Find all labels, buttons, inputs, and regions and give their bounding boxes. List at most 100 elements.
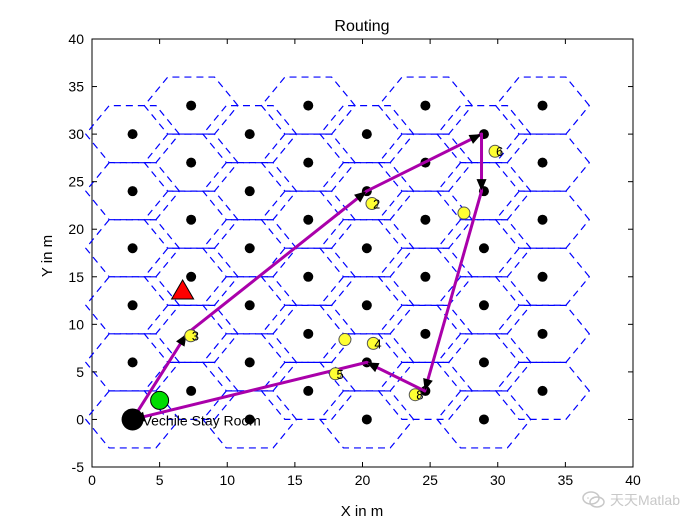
hex-cell	[319, 105, 415, 164]
start-point	[150, 390, 170, 410]
y-tick-label: 40	[68, 31, 84, 47]
cell-center-point	[420, 328, 431, 339]
y-tick-label: 20	[68, 221, 84, 237]
cell-center-point	[186, 271, 197, 282]
cell-center-point	[420, 100, 431, 111]
cell-center-point	[537, 214, 548, 225]
x-tick-label: 40	[625, 472, 641, 488]
cell-center-point	[303, 157, 314, 168]
home-station-point	[121, 408, 144, 431]
cell-center-point	[537, 328, 548, 339]
sensor-point-label: 2	[373, 197, 380, 212]
y-tick-label: 35	[68, 79, 84, 95]
x-axis-label: X in m	[341, 503, 384, 520]
cell-center-point	[244, 414, 255, 425]
plot-layer: 3 2 6 4 5 8 Vechile Stay Room	[85, 38, 634, 468]
route-segment	[131, 332, 189, 421]
y-tick-label: -5	[72, 459, 85, 475]
sensor-point	[184, 329, 198, 343]
route-arrowhead	[468, 134, 482, 144]
y-tick-label: 10	[68, 316, 84, 332]
hex-cell	[202, 105, 298, 164]
cell-center-point	[127, 243, 138, 254]
cell-center-point	[244, 243, 255, 254]
cell-center-point	[420, 214, 431, 225]
x-tick-label: 15	[287, 472, 303, 488]
x-tick-label: 20	[355, 472, 371, 488]
cell-center-point	[361, 243, 372, 254]
home-station-label: Vechile Stay Room	[143, 412, 261, 428]
cell-center-point	[244, 186, 255, 197]
watermark: 天天Matlab	[582, 490, 680, 510]
cell-center-point	[537, 100, 548, 111]
hex-cell	[85, 105, 181, 164]
y-tick-label: 25	[68, 174, 84, 190]
sensor-point	[488, 144, 502, 158]
x-tick-group: 0 5 10 15 20 25 30 35 40	[88, 39, 641, 488]
route-segment	[365, 132, 484, 193]
route-segment	[131, 360, 369, 421]
cell-center-point	[186, 100, 197, 111]
hex-cell	[260, 76, 356, 135]
x-tick-label: 25	[422, 472, 438, 488]
x-tick-label: 0	[88, 472, 96, 488]
cell-center-point	[478, 357, 489, 368]
hex-cell	[436, 105, 532, 164]
x-tick-label: 10	[219, 472, 235, 488]
cell-center-point	[127, 357, 138, 368]
chat-bubble-icon	[582, 491, 605, 508]
cell-center-point	[537, 271, 548, 282]
sensor-point-label: 4	[374, 336, 381, 351]
cell-center-point	[478, 300, 489, 311]
x-tick-label: 5	[156, 472, 164, 488]
sensor-point	[365, 197, 379, 211]
cell-center-point	[478, 243, 489, 254]
sensor-point-label: 5	[336, 367, 343, 382]
route-arrowhead	[366, 362, 380, 373]
cell-center-point	[127, 129, 138, 140]
sensor-point	[366, 336, 380, 350]
cell-center-point	[420, 271, 431, 282]
x-tick-label: 30	[490, 472, 506, 488]
cell-center-point	[303, 100, 314, 111]
sensor-point	[457, 206, 471, 220]
hex-grid	[85, 76, 591, 449]
y-tick-label: 0	[76, 411, 84, 427]
route-arrowhead	[354, 191, 367, 203]
cell-center-point	[303, 328, 314, 339]
cell-center-point	[361, 414, 372, 425]
cell-center-point	[244, 300, 255, 311]
route-arrowhead	[423, 378, 433, 391]
route-arrowhead	[476, 179, 487, 192]
sensor-point	[408, 388, 422, 402]
cell-center-point	[127, 186, 138, 197]
cell-center-point	[537, 157, 548, 168]
cell-center-point	[303, 271, 314, 282]
points-layer: 3 2 6 4 5 8 Vechile Stay Room	[121, 144, 503, 431]
cell-center-point	[361, 129, 372, 140]
cell-center-point	[186, 385, 197, 396]
sensor-point-label: 3	[192, 329, 199, 344]
cell-center-point	[361, 300, 372, 311]
route-arrowhead	[176, 333, 187, 347]
cell-center-point	[537, 385, 548, 396]
chart-title: Routing	[334, 18, 389, 35]
cell-center-point	[303, 385, 314, 396]
cell-center-point	[127, 300, 138, 311]
hex-cell	[143, 76, 239, 135]
y-tick-label: 30	[68, 126, 84, 142]
cell-center-point	[244, 357, 255, 368]
cell-center-point	[186, 157, 197, 168]
sensor-point-label: 8	[416, 388, 423, 403]
cell-center-point	[303, 214, 314, 225]
route-segment	[185, 189, 369, 336]
y-axis-label: Y in m	[39, 235, 56, 277]
hex-cell	[377, 76, 473, 135]
sensor-point-label: 6	[496, 144, 503, 159]
cell-center-point	[478, 414, 489, 425]
hex-cell	[494, 76, 591, 135]
x-tick-label: 35	[558, 472, 574, 488]
